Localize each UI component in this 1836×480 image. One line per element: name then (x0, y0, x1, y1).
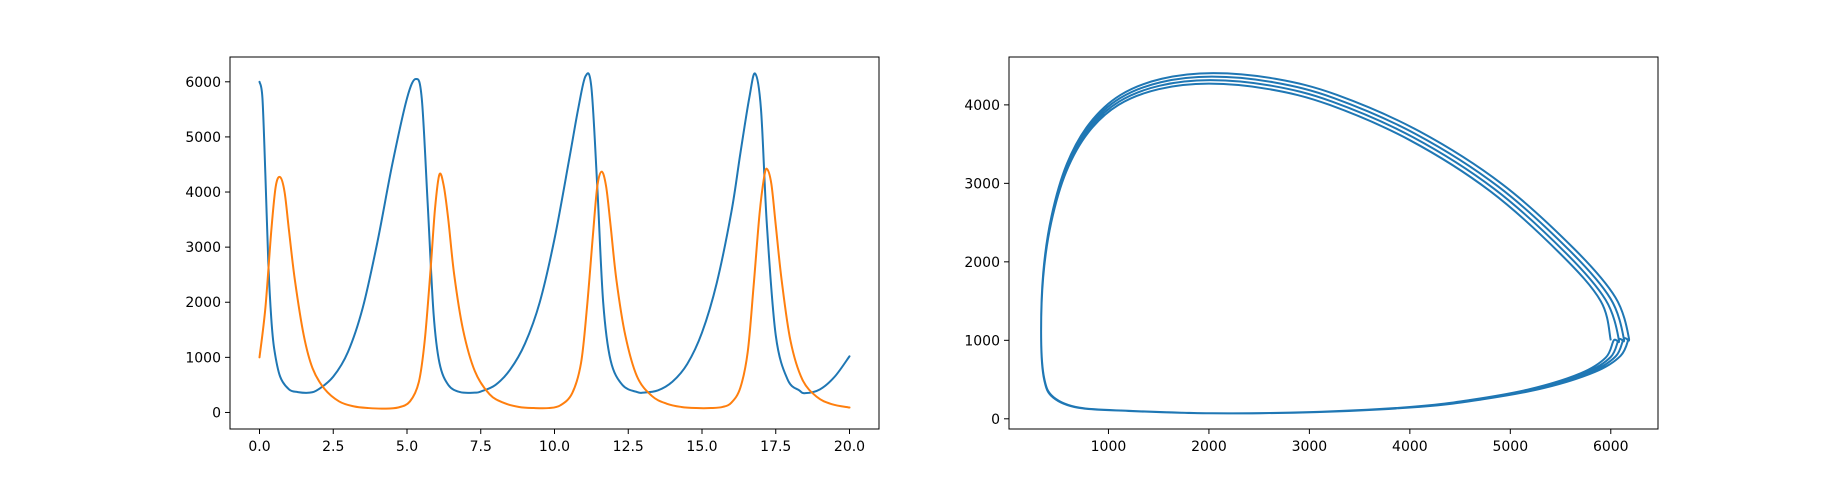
plot-frame (229, 56, 880, 430)
y-tick-label: 6000 (185, 75, 221, 91)
y-tick-label: 1000 (964, 333, 1000, 349)
y-tick-label: 4000 (185, 185, 221, 201)
phase-portrait-plot: 1000 2000 3000 4000 5000 6000 0 1000 2000 3000 400… (964, 56, 1659, 455)
x-tick-label: 2000 (1191, 439, 1227, 455)
x-tick-label: 4000 (1392, 439, 1428, 455)
x-tick-label: 17.5 (760, 439, 791, 455)
phase-trajectory-line (1040, 72, 1631, 415)
x-tick-label: 12.5 (613, 439, 644, 455)
x-tick-label: 15.0 (686, 439, 717, 455)
y-tick-label: 2000 (964, 255, 1000, 271)
x-tick-label: 5.0 (396, 439, 418, 455)
x-tick-label: 10.0 (539, 439, 570, 455)
x-tick-label: 3000 (1292, 439, 1328, 455)
y-tick-label: 0 (991, 412, 1000, 428)
x-tick-label: 5000 (1492, 439, 1528, 455)
x-tick-label: 0.0 (248, 439, 270, 455)
x-tick-label: 1000 (1091, 439, 1127, 455)
series-line-blue (258, 72, 851, 395)
x-tick-label: 7.5 (470, 439, 492, 455)
y-tick-label: 3000 (964, 176, 1000, 192)
y-tick-label: 5000 (185, 130, 221, 146)
y-tick-label: 4000 (964, 98, 1000, 114)
x-tick-label: 20.0 (834, 439, 865, 455)
x-tick-label: 6000 (1593, 439, 1629, 455)
y-tick-label: 0 (212, 405, 221, 421)
y-tick-label: 2000 (185, 295, 221, 311)
plot-frame (1008, 56, 1659, 430)
y-tick-label: 1000 (185, 350, 221, 366)
y-tick-label: 3000 (185, 240, 221, 256)
series-line-orange (258, 167, 851, 410)
x-tick-label: 2.5 (322, 439, 344, 455)
time-series-plot: 0.0 2.5 5.0 7.5 10.0 12.5 15.0 17.5 20.0 0 1000 200… (185, 56, 880, 455)
